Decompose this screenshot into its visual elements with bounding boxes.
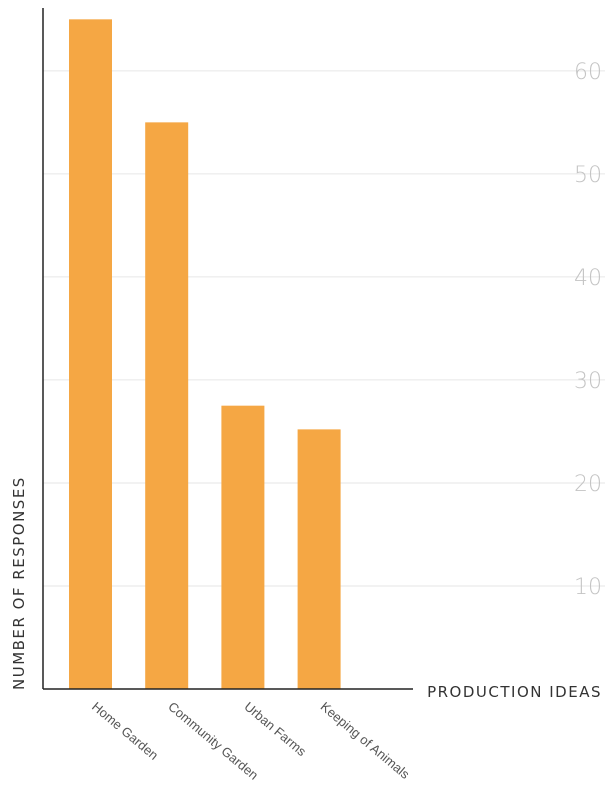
y-axis-title: NUMBER OF RESPONSES <box>10 476 28 690</box>
x-tick-label: Urban Farms <box>241 699 309 760</box>
x-tick-label: Keeping of Animals <box>318 699 413 782</box>
y-tick-label: 10 <box>574 575 602 600</box>
bar-urban-farms <box>221 405 265 689</box>
bar-home-garden <box>69 19 112 690</box>
y-tick-label: 40 <box>574 266 602 291</box>
x-tick-label: Home Garden <box>89 699 161 763</box>
y-tick-label: 50 <box>574 163 602 188</box>
x-axis-title: PRODUCTION IDEAS <box>427 683 602 701</box>
y-tick-labels: 10 20 30 40 50 60 <box>574 60 602 600</box>
bars <box>69 19 341 690</box>
gridlines <box>43 70 605 587</box>
y-tick-label: 20 <box>574 472 602 497</box>
y-tick-label: 60 <box>574 60 602 85</box>
bar-keeping-of-animals <box>297 429 341 689</box>
bar-community-garden <box>145 122 189 690</box>
y-tick-label: 30 <box>574 369 602 394</box>
